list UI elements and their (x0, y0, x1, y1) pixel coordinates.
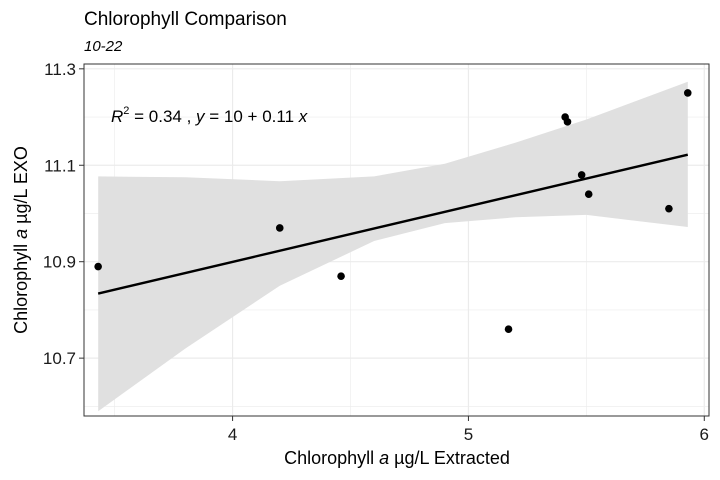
x-axis-ticks: 4 5 6 (228, 416, 709, 444)
data-point (577, 171, 586, 179)
eq-mid: = 10 + 0.11 (205, 107, 299, 126)
y-axis-label: Chlorophyll a µg/L EXO (11, 146, 31, 334)
x-axis-label: Chlorophyll a µg/L Extracted (284, 448, 510, 468)
regression-line (97, 153, 689, 295)
x-tick-label: 5 (464, 425, 473, 444)
y-tick-label: 10.9 (43, 253, 76, 272)
chart-subtitle: 10-22 (84, 38, 123, 55)
x-tick-label: 4 (228, 425, 237, 444)
eq-x: x (298, 107, 308, 126)
y-tick-label: 11.1 (44, 156, 76, 175)
data-point (504, 325, 513, 334)
r2-value: = 0.34 , (129, 107, 196, 126)
r2-symbol: R (111, 107, 123, 126)
y-tick-label: 10.7 (43, 349, 76, 368)
data-point (683, 89, 692, 97)
regression-annotation: R2 = 0.34 , y = 10 + 0.11 x (111, 105, 308, 126)
data-point (563, 118, 572, 126)
eq-y: y (195, 107, 206, 126)
x-tick-label: 6 (700, 425, 709, 444)
data-points (94, 89, 692, 334)
chart-title: Chlorophyll Comparison (84, 9, 287, 30)
data-point (665, 204, 673, 213)
data-point (275, 224, 284, 232)
y-axis-ticks: 10.7 10.9 11.1 11.3 (43, 60, 84, 368)
confidence-band (98, 81, 688, 412)
data-point (337, 272, 345, 280)
panel-border (83, 63, 710, 417)
y-tick-label: 11.3 (44, 60, 76, 79)
r2-superscript: 2 (123, 105, 129, 117)
data-point (584, 190, 593, 198)
data-point (94, 262, 102, 271)
